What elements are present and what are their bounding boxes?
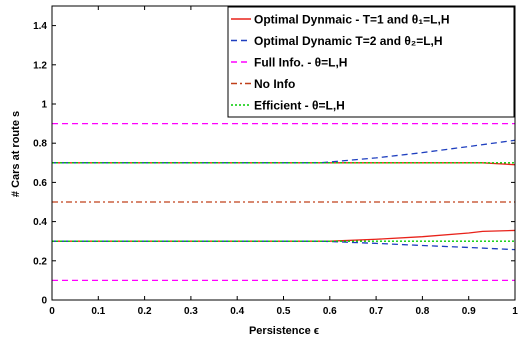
y-tick-label: 0 [41,296,47,307]
x-tick-label: 1 [512,306,518,317]
x-tick-label: 0.8 [415,306,429,317]
x-tick-label: 0.4 [230,306,244,317]
y-tick-label: 0.8 [33,139,47,150]
x-tick-label: 0.9 [462,306,476,317]
legend-label: Efficient - θ=L,H [254,99,345,113]
legend-label: Optimal Dynmaic - T=1 and θ₁=L,H [254,13,450,27]
x-tick-label: 0.5 [277,306,291,317]
series-line [52,139,516,164]
legend-label: No Info [254,77,295,91]
y-tick-label: 1.4 [33,21,47,32]
x-tick-label: 0 [49,306,55,317]
series-line [52,240,516,251]
y-tick-label: 1 [41,100,47,111]
x-tick-label: 0.3 [184,306,198,317]
legend: Optimal Dynmaic - T=1 and θ₁=L,H Optimal … [227,6,515,118]
x-tick-label: 0.1 [91,306,105,317]
y-tick-label: 0.2 [33,256,47,267]
series-line [52,229,516,242]
legend-label: Full Info. - θ=L,H [254,56,347,70]
legend-box [227,6,515,118]
series-layer [52,122,516,282]
y-axis-label: # Cars at route s [10,111,22,197]
y-axis: 0 0.2 0.4 0.6 0.8 1 1.2 1.4 [33,21,515,307]
y-tick-label: 0.6 [33,178,47,189]
y-tick-label: 0.4 [33,217,47,228]
x-tick-label: 0.2 [138,306,152,317]
x-axis-label: Persistence ϵ [249,325,319,337]
y-tick-label: 1.2 [33,60,47,71]
x-tick-label: 0.6 [323,306,337,317]
legend-label: Optimal Dynamic T=2 and θ₂=L,H [254,34,443,48]
x-tick-label: 0.7 [369,306,383,317]
